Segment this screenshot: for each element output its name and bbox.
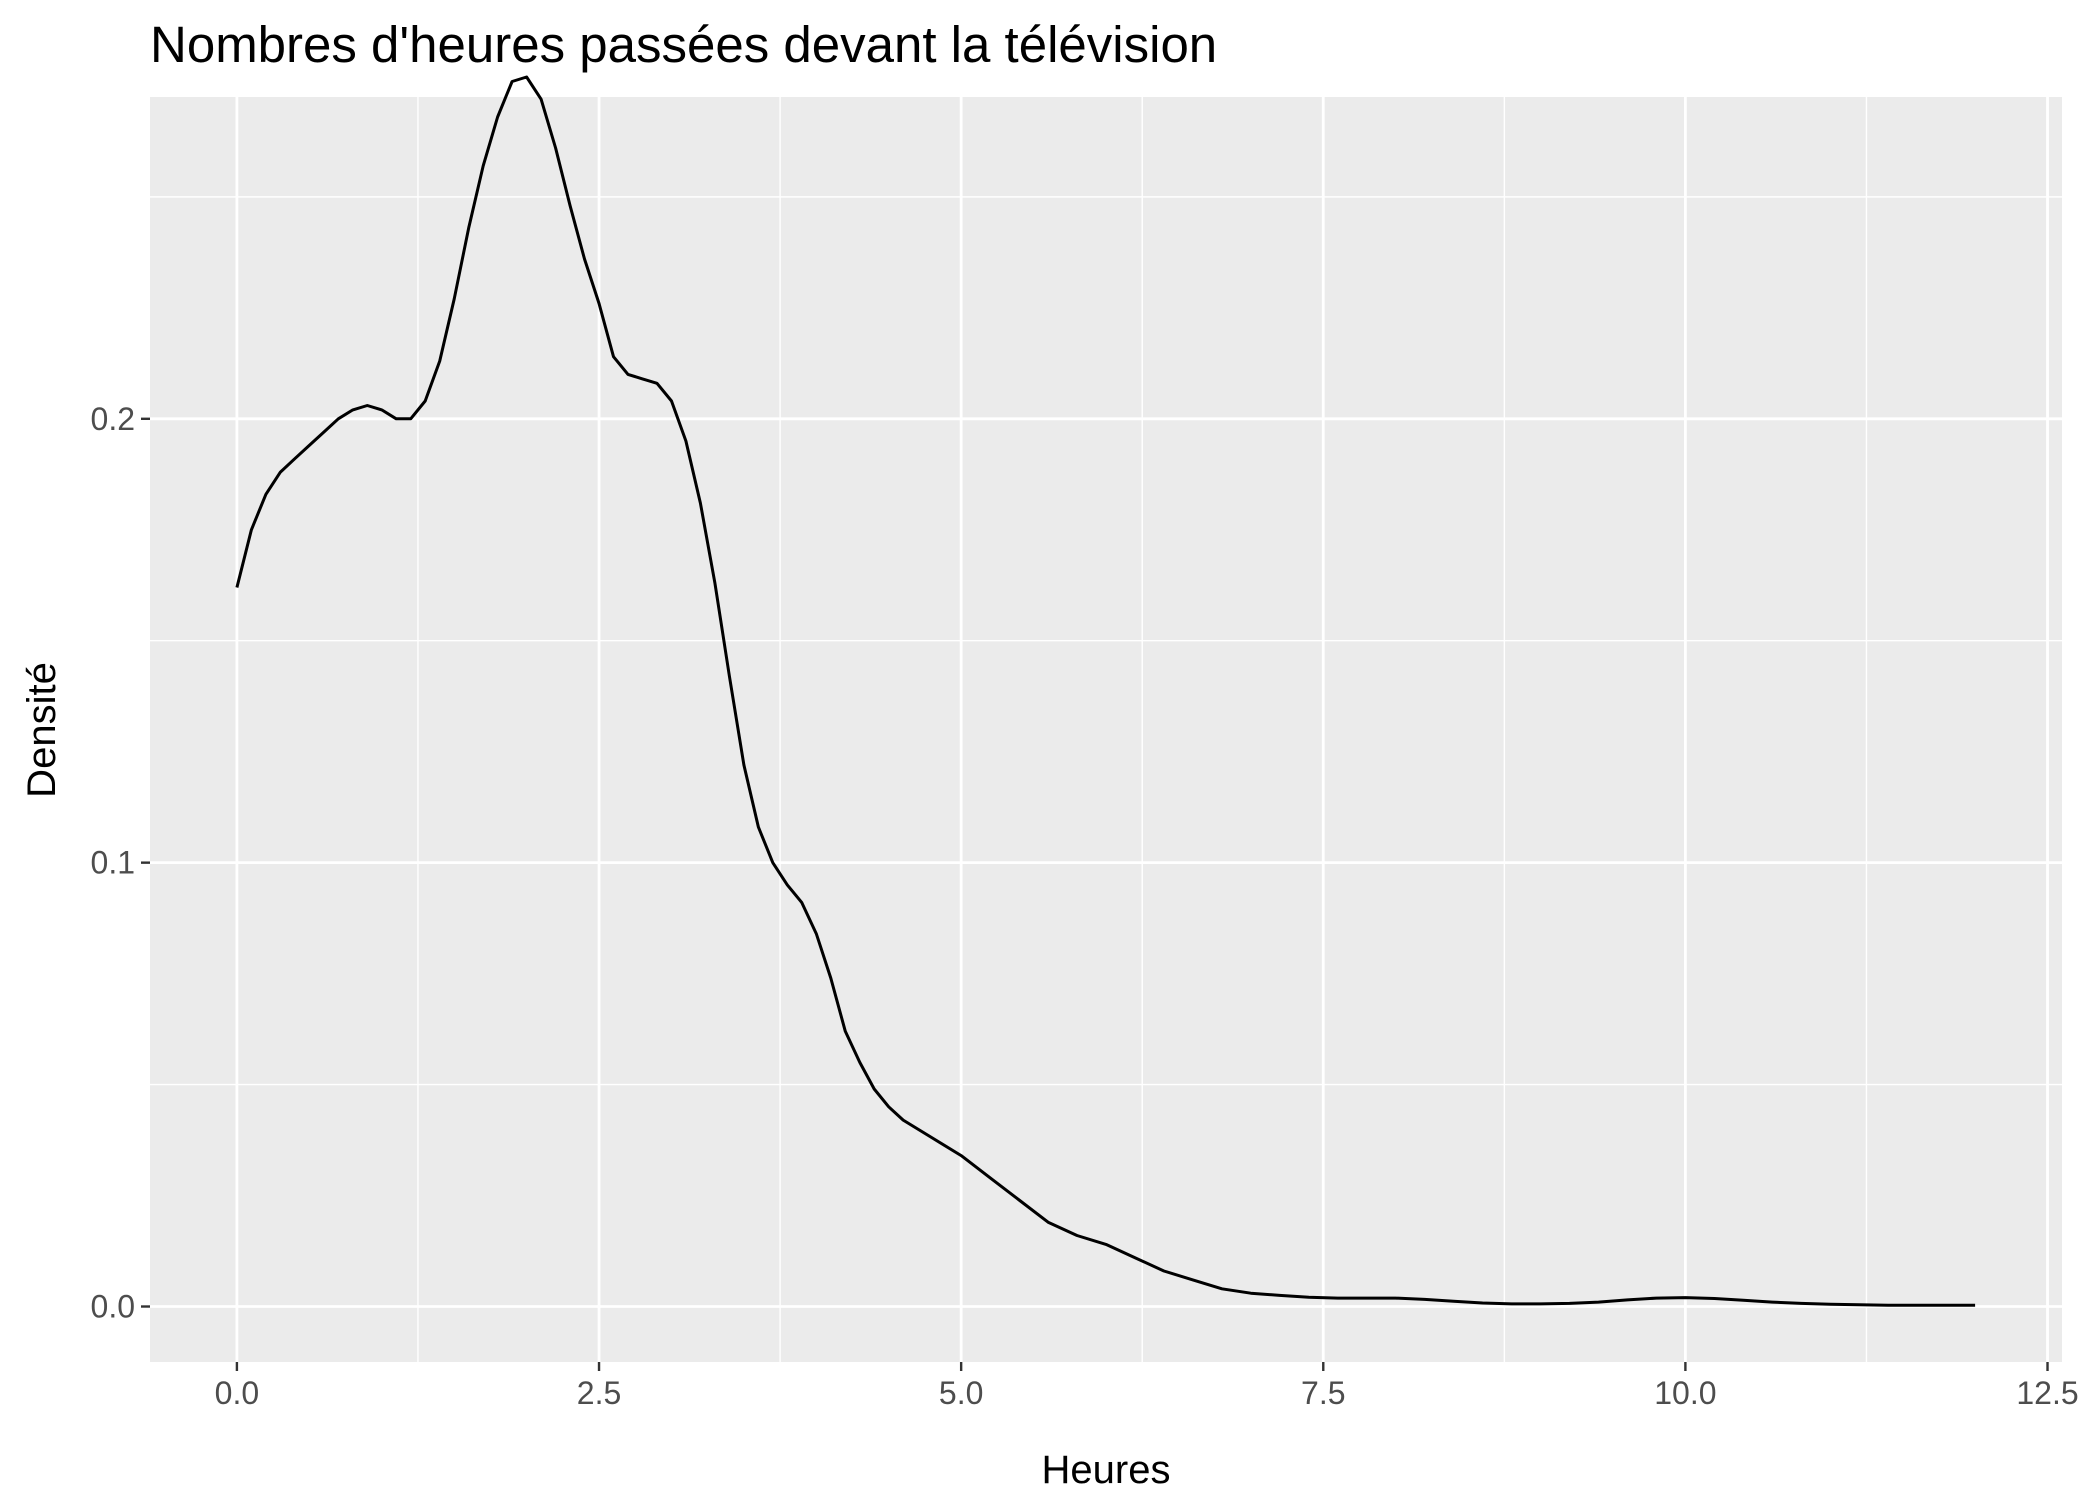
density-curve bbox=[235, 75, 1976, 1307]
minor-gridlines bbox=[150, 97, 2062, 1362]
x-tick-label: 5.0 bbox=[939, 1375, 983, 1411]
x-axis-ticks: 0.0 2.5 5.0 7.5 10.0 12.5 bbox=[215, 1362, 2079, 1411]
y-axis-title: Densité bbox=[20, 662, 64, 798]
x-tick-label: 10.0 bbox=[1654, 1375, 1716, 1411]
y-tick-label: 0.1 bbox=[91, 845, 135, 881]
chart-title: Nombres d'heures passées devant la télév… bbox=[150, 16, 1217, 73]
x-axis-title: Heures bbox=[1042, 1448, 1171, 1492]
y-axis-ticks: 0.0 0.1 0.2 bbox=[91, 401, 150, 1325]
x-tick-label: 7.5 bbox=[1301, 1375, 1345, 1411]
x-tick-label: 0.0 bbox=[215, 1375, 259, 1411]
x-tick-label: 2.5 bbox=[577, 1375, 621, 1411]
y-tick-label: 0.0 bbox=[91, 1289, 135, 1325]
plot-panel bbox=[150, 97, 2062, 1362]
y-tick-label: 0.2 bbox=[91, 401, 135, 437]
x-tick-label: 12.5 bbox=[2016, 1375, 2078, 1411]
major-gridlines bbox=[150, 97, 2062, 1362]
